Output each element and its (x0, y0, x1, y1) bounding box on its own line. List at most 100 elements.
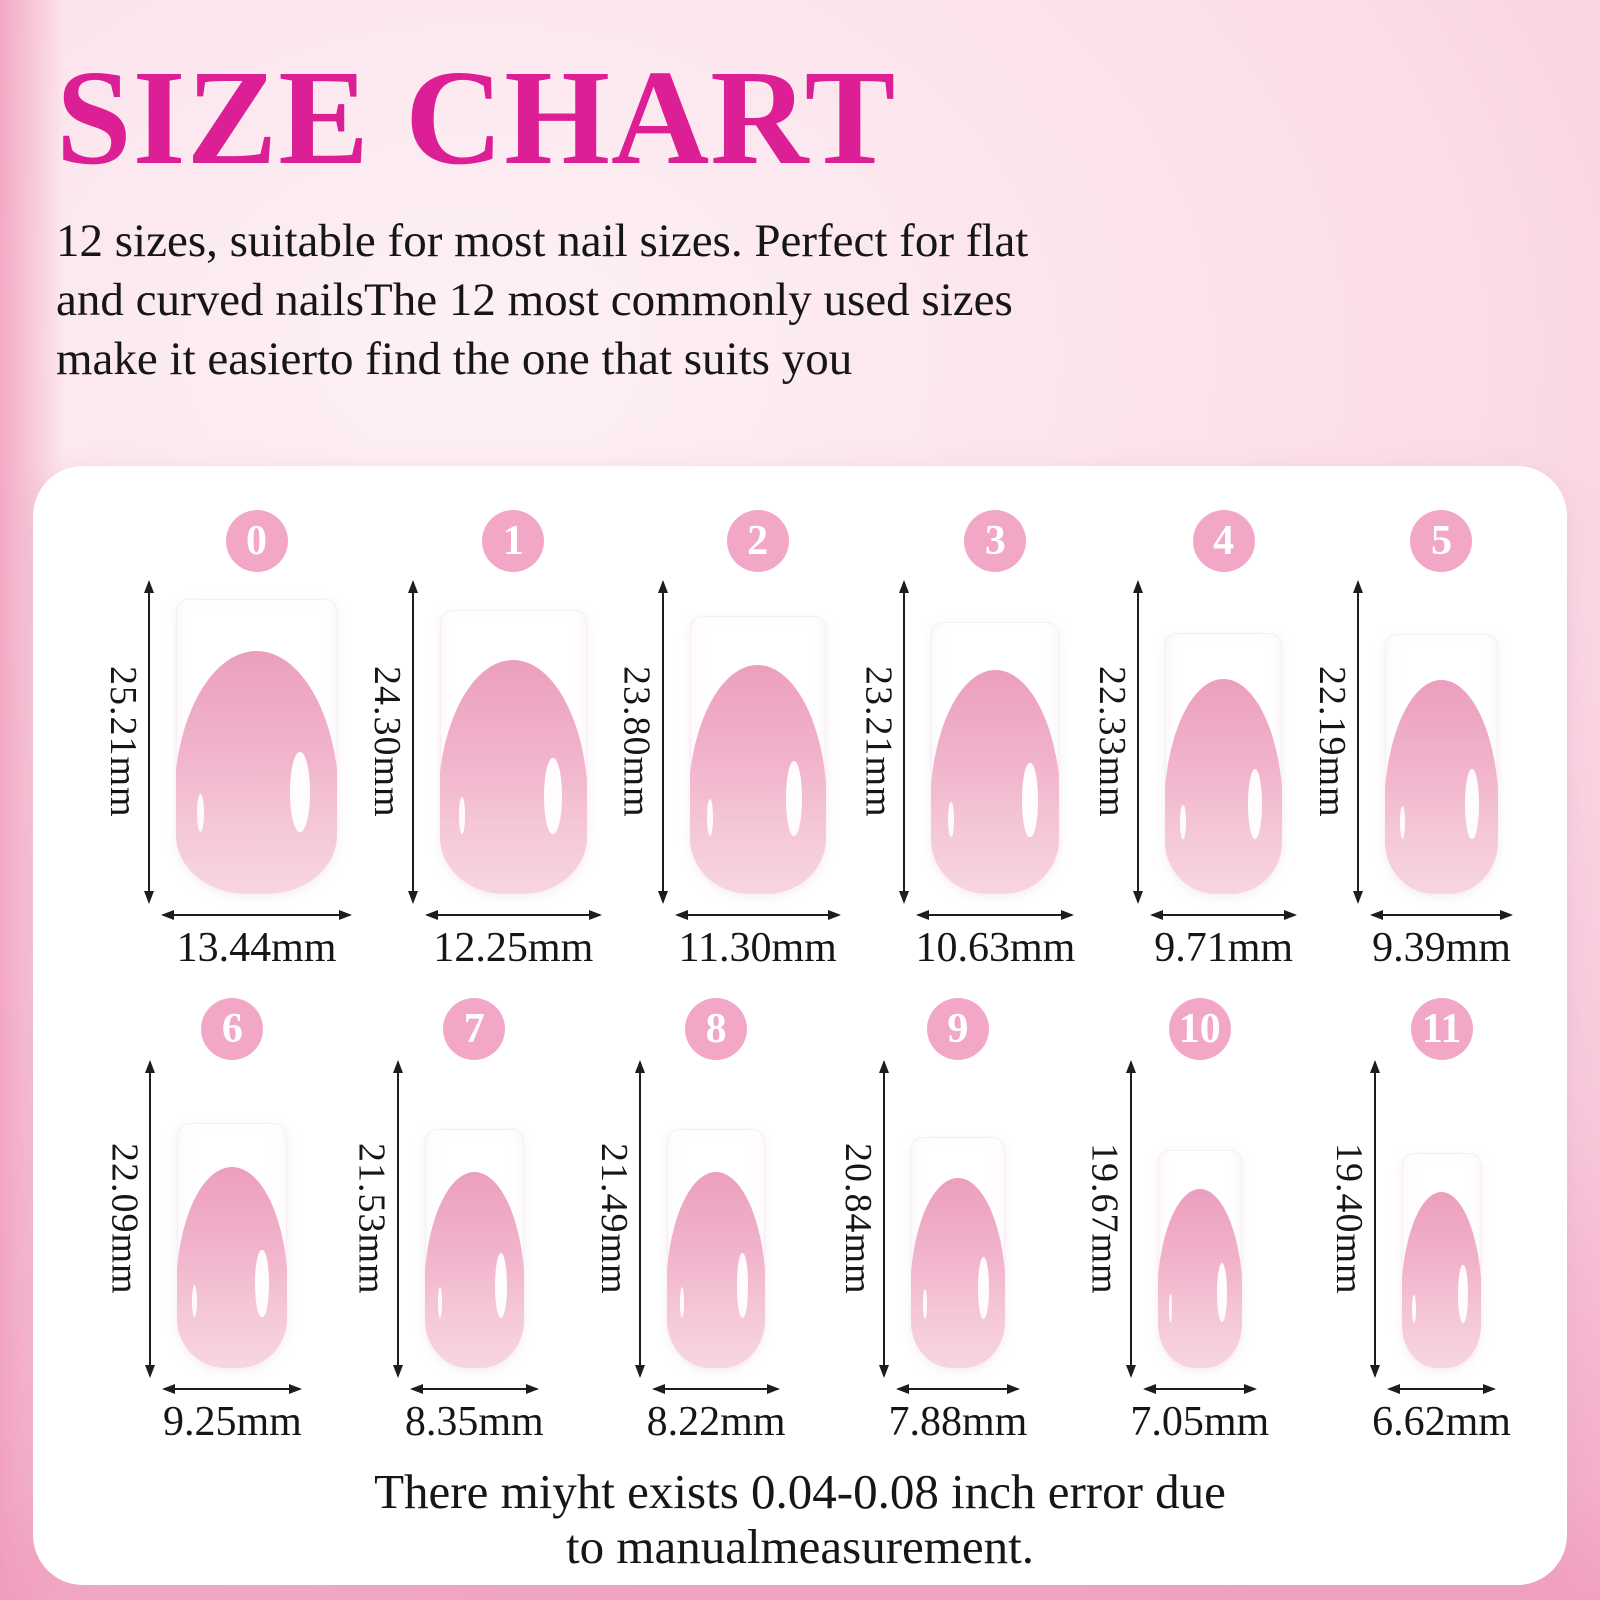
nail-measure-area: 19.67mm (1084, 1062, 1242, 1376)
nail-measure-area: 22.09mm (103, 1062, 288, 1376)
nail-measure-area: 21.53mm (351, 1062, 524, 1376)
nail-measure-area: 22.19mm (1311, 582, 1498, 902)
horizontal-arrow-icon (411, 1388, 537, 1390)
height-dimension: 24.30mm (366, 582, 414, 902)
gloss-highlight-small-icon (947, 801, 954, 837)
gloss-highlight-small-icon (1412, 1294, 1416, 1323)
height-label: 25.21mm (101, 666, 144, 818)
width-dimension: 13.44mm (163, 914, 350, 972)
intro-text: 12 sizes, suitable for most nail sizes. … (56, 215, 1029, 385)
size-number-badge: 11 (1410, 998, 1473, 1060)
nail-pink-body (689, 665, 826, 894)
gloss-highlight-icon (1022, 763, 1038, 837)
size-number-badge: 4 (1192, 510, 1255, 572)
size-column: 3 23.21mm 10.63mm (841, 510, 1075, 972)
height-label: 19.40mm (1328, 1143, 1370, 1295)
vertical-arrow-icon (149, 1062, 152, 1376)
nail-pink-body (667, 1171, 766, 1368)
gloss-highlight-icon (290, 752, 310, 833)
vertical-arrow-icon (903, 582, 906, 902)
gloss-highlight-icon (1458, 1264, 1468, 1323)
height-dimension: 22.33mm (1091, 582, 1140, 902)
horizontal-arrow-icon (1144, 1388, 1255, 1390)
size-column: 2 23.80mm 11.30mm (603, 510, 839, 972)
nail-pink-body (177, 1166, 288, 1368)
nail-pink-body (424, 1171, 524, 1368)
horizontal-arrow-icon (1152, 914, 1296, 916)
gloss-highlight-icon (494, 1253, 507, 1318)
height-label: 23.80mm (615, 666, 658, 818)
disclaimer-text: There miyht exists 0.04-0.08 inch error … (374, 1464, 1226, 1574)
nail-measure-area: 21.49mm (593, 1062, 766, 1376)
width-dimension: 9.71mm (1152, 914, 1296, 972)
nail-measure-area: 23.80mm (615, 582, 826, 902)
gloss-highlight-small-icon (1180, 805, 1186, 840)
nail-pink-body (1384, 680, 1498, 894)
size-column: 6 22.09mm 9.25mm (89, 998, 302, 1446)
gloss-highlight-icon (255, 1250, 269, 1317)
width-dimension: 9.25mm (163, 1388, 302, 1446)
gloss-highlight-small-icon (707, 799, 714, 836)
width-dimension: 8.22mm (647, 1388, 786, 1446)
size-number-badge: 7 (443, 998, 506, 1060)
page-title: SIZE CHART (56, 43, 897, 193)
nail-illustration (689, 616, 826, 894)
nail-measure-area: 25.21mm (101, 582, 337, 902)
height-dimension: 19.67mm (1084, 1062, 1132, 1376)
width-label: 13.44mm (176, 925, 337, 971)
gloss-highlight-small-icon (679, 1286, 685, 1318)
vertical-arrow-icon (661, 582, 664, 902)
width-dimension: 7.05mm (1130, 1388, 1269, 1446)
nail-pink-body (1402, 1191, 1481, 1368)
nail-illustration (910, 1137, 1005, 1368)
horizontal-arrow-icon (1371, 914, 1511, 916)
nail-illustration (1157, 1150, 1242, 1368)
size-column: 5 22.19mm 9.39mm (1298, 510, 1511, 972)
vertical-arrow-icon (396, 1062, 399, 1376)
vertical-arrow-icon (1129, 1062, 1132, 1376)
vertical-arrow-icon (411, 582, 414, 902)
gloss-highlight-small-icon (1168, 1293, 1173, 1323)
width-label: 8.22mm (646, 1399, 786, 1445)
width-label: 9.39mm (1372, 925, 1511, 971)
size-column: 0 25.21mm 13.44mm (89, 510, 350, 972)
horizontal-arrow-icon (654, 1388, 779, 1390)
gloss-highlight-icon (736, 1253, 749, 1318)
width-dimension: 11.30mm (676, 914, 839, 972)
width-dimension: 6.62mm (1372, 1388, 1511, 1446)
size-number-badge: 2 (726, 510, 789, 572)
size-row-bottom: 6 22.09mm 9.25mm 7 21.53mm (89, 998, 1511, 1446)
nail-pink-body (931, 670, 1060, 894)
size-number-badge: 0 (225, 510, 288, 572)
nail-measure-area: 20.84mm (837, 1062, 1005, 1376)
width-label: 8.35mm (404, 1399, 544, 1445)
gloss-highlight-small-icon (191, 1284, 197, 1317)
nail-illustration (175, 599, 337, 894)
gloss-highlight-small-icon (923, 1289, 928, 1320)
width-label: 9.71mm (1154, 925, 1294, 971)
height-dimension: 21.53mm (351, 1062, 399, 1376)
size-column: 1 24.30mm 12.25mm (353, 510, 600, 972)
nail-pink-body (439, 660, 587, 894)
height-label: 23.21mm (857, 666, 900, 818)
width-dimension: 10.63mm (915, 914, 1075, 972)
size-column: 4 22.33mm 9.71mm (1078, 510, 1296, 972)
height-dimension: 22.09mm (103, 1062, 152, 1376)
width-label: 7.88mm (888, 1399, 1028, 1445)
width-label: 6.62mm (1372, 1399, 1511, 1445)
horizontal-arrow-icon (897, 1388, 1018, 1390)
gloss-highlight-icon (1465, 769, 1479, 840)
nail-measure-area: 22.33mm (1091, 582, 1283, 902)
size-number-badge: 5 (1410, 510, 1473, 572)
gloss-highlight-small-icon (458, 797, 466, 835)
horizontal-arrow-icon (164, 1388, 301, 1390)
size-number-badge: 3 (964, 510, 1027, 572)
vertical-arrow-icon (1137, 582, 1140, 902)
size-column: 7 21.53mm 8.35mm (331, 998, 544, 1446)
height-dimension: 19.40mm (1328, 1062, 1376, 1376)
size-column: 8 21.49mm 8.22mm (573, 998, 786, 1446)
width-label: 9.25mm (163, 1399, 302, 1445)
size-chart-card: 0 25.21mm 13.44mm 1 24.30mm (33, 466, 1567, 1585)
height-label: 22.09mm (103, 1143, 146, 1295)
